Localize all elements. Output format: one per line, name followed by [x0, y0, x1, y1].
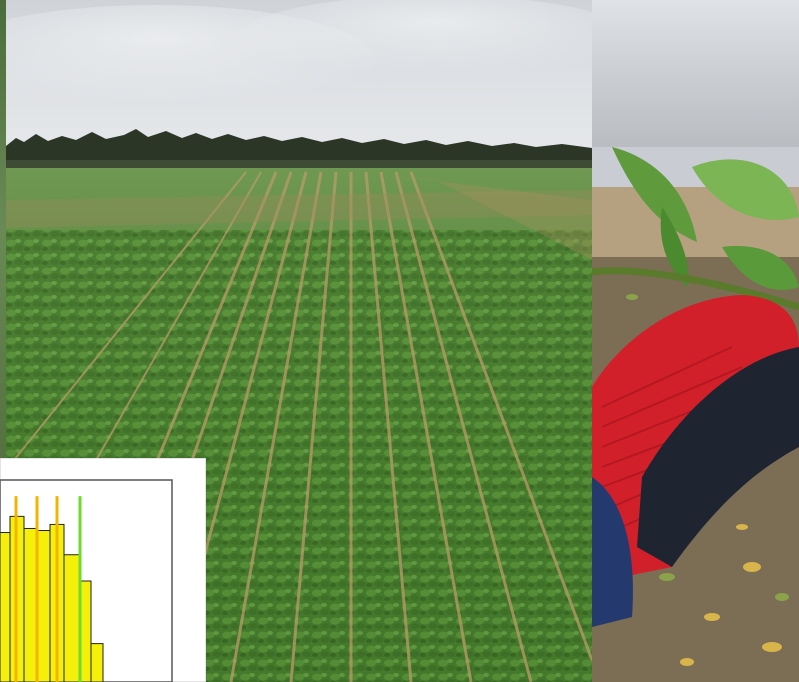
hand-photo-svg [592, 147, 799, 682]
histogram-bar [0, 532, 11, 682]
histogram-inset [0, 457, 207, 682]
histogram-bar [37, 530, 51, 682]
sky-background [592, 0, 799, 147]
histogram-bar [90, 643, 104, 682]
hand-photo [592, 147, 799, 682]
histogram-bar [63, 554, 80, 682]
left-edge-strip [0, 0, 6, 460]
histogram-chart [0, 457, 207, 682]
